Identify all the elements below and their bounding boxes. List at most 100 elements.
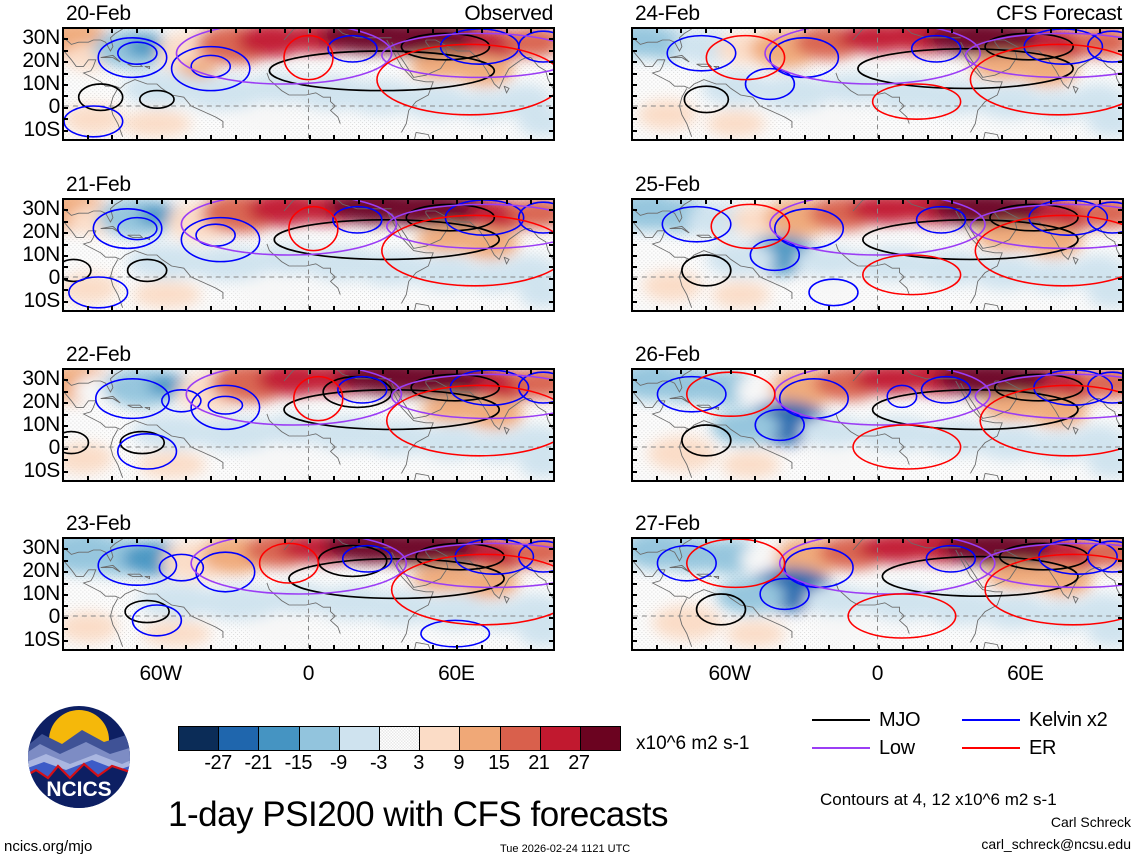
- x-tick: [456, 306, 459, 312]
- legend-label-er: ER: [1029, 736, 1057, 759]
- x-tick: [1074, 645, 1077, 651]
- x-axis-tick-60W: 60W: [139, 662, 182, 685]
- x-tick: [505, 135, 508, 141]
- x-tick: [283, 306, 286, 312]
- y-tick: [549, 413, 555, 416]
- x-tick: [803, 537, 806, 543]
- y-tick: [631, 255, 637, 257]
- column-header-observed: Observed: [464, 2, 553, 25]
- y-tick: [549, 232, 555, 235]
- x-tick: [209, 537, 212, 543]
- x-tick: [234, 306, 237, 312]
- y-axis-labels: 30N 20N 10N 0 10S: [0, 536, 60, 651]
- x-tick: [456, 476, 459, 482]
- colorbar-swatch-5: [379, 727, 421, 750]
- x-tick: [828, 537, 831, 543]
- y-tick: [62, 402, 68, 405]
- x-tick: [505, 476, 508, 482]
- colorbar-tick--15: -15: [284, 752, 313, 774]
- x-tick: [729, 306, 732, 312]
- x-tick: [333, 645, 336, 651]
- y-tick: [549, 300, 555, 303]
- y-tick: [631, 289, 637, 292]
- y-tick: [631, 266, 637, 269]
- colorbar-unit-label: x10^6 m2 s-1: [636, 733, 750, 754]
- x-tick: [185, 645, 188, 651]
- x-tick: [111, 368, 114, 374]
- x-tick: [655, 198, 658, 204]
- x-tick: [357, 27, 360, 33]
- y-tick: [62, 266, 68, 269]
- panel-date-label: 20-Feb: [66, 2, 131, 25]
- y-axis-labels: 30N 20N 10N 0 10S: [0, 197, 61, 312]
- x-tick: [729, 645, 732, 651]
- y-axis-tick-10S: 10S: [23, 288, 61, 312]
- y-tick: [62, 390, 68, 393]
- x-tick: [951, 135, 954, 141]
- x-tick: [160, 135, 163, 141]
- x-tick: [382, 198, 385, 204]
- x-tick: [828, 27, 831, 33]
- x-tick: [283, 368, 286, 374]
- x-tick: [209, 306, 212, 312]
- y-tick: [1118, 300, 1124, 303]
- map-panel-21-feb: 21-Feb: [62, 173, 555, 312]
- x-tick: [902, 198, 905, 204]
- y-tick: [631, 628, 637, 631]
- x-tick: [976, 368, 979, 374]
- map-panel-20-feb: 20-Feb Observed: [62, 2, 555, 141]
- x-tick: [655, 27, 658, 33]
- x-tick: [1099, 368, 1102, 374]
- y-tick: [62, 129, 68, 132]
- x-tick: [333, 368, 336, 374]
- x-tick: [1000, 27, 1003, 33]
- x-tick: [926, 645, 929, 651]
- y-tick: [549, 402, 555, 405]
- x-tick: [976, 645, 979, 651]
- x-tick: [456, 645, 459, 651]
- x-tick: [1000, 135, 1003, 141]
- x-tick: [333, 135, 336, 141]
- x-tick: [803, 476, 806, 482]
- x-tick: [778, 306, 781, 312]
- y-tick: [62, 379, 68, 382]
- x-tick: [283, 135, 286, 141]
- x-tick: [259, 645, 262, 651]
- generation-timestamp: Tue 2026-02-24 1121 UTC: [500, 843, 631, 855]
- x-tick: [234, 645, 237, 651]
- x-tick: [852, 537, 855, 543]
- x-tick: [1050, 476, 1053, 482]
- x-tick: [729, 476, 732, 482]
- y-tick: [549, 266, 555, 269]
- x-tick: [505, 306, 508, 312]
- x-tick: [1000, 368, 1003, 374]
- x-tick: [283, 537, 286, 543]
- colorbar-swatch-4: [339, 727, 380, 750]
- x-tick: [209, 476, 212, 482]
- map-area: [62, 537, 555, 651]
- y-tick: [549, 436, 555, 439]
- x-tick: [160, 27, 163, 33]
- x-tick: [209, 27, 212, 33]
- x-tick: [160, 368, 163, 374]
- map-area: [631, 537, 1124, 651]
- y-tick: [1118, 84, 1124, 86]
- x-tick: [86, 306, 89, 312]
- y-tick: [1118, 594, 1124, 596]
- y-tick: [1118, 95, 1124, 98]
- x-tick: [382, 135, 385, 141]
- x-tick: [951, 27, 954, 33]
- x-tick: [704, 198, 707, 204]
- x-tick: [308, 645, 311, 651]
- x-tick: [431, 198, 434, 204]
- site-url: ncics.org/mjo: [4, 838, 93, 855]
- x-tick: [877, 135, 880, 141]
- x-tick: [680, 306, 683, 312]
- x-tick: [877, 537, 880, 543]
- x-tick: [209, 645, 212, 651]
- y-tick: [1118, 118, 1124, 121]
- y-tick: [62, 639, 68, 642]
- x-tick: [926, 368, 929, 374]
- x-tick: [951, 306, 954, 312]
- map-area: [62, 27, 555, 141]
